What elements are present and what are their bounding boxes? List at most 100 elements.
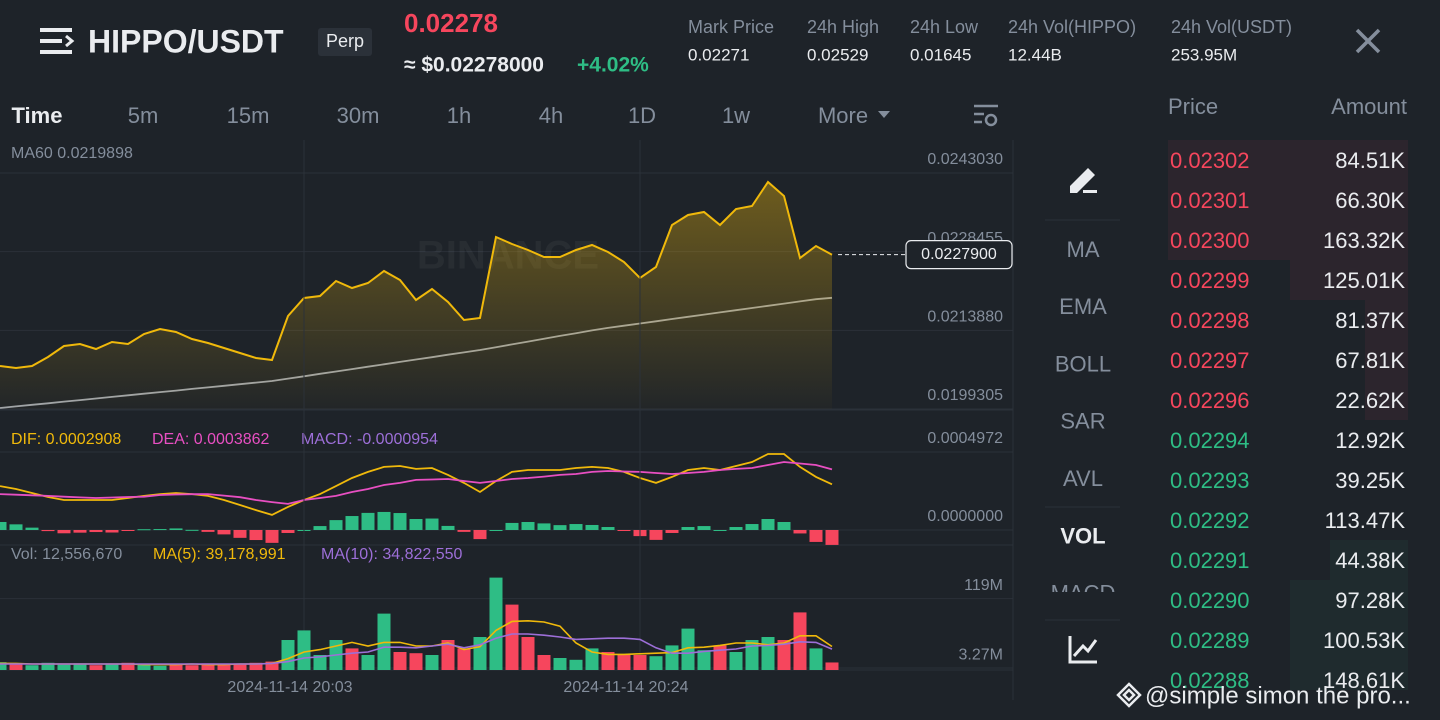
macd-bar — [361, 512, 375, 530]
macd-bar — [393, 513, 407, 530]
timeframe-tab[interactable]: 5m — [128, 103, 159, 128]
ob-price: 0.02296 — [1170, 388, 1250, 413]
ob-amount: 163.32K — [1323, 228, 1405, 253]
indicator-tab[interactable]: MACD — [1051, 581, 1116, 606]
volume-bar — [553, 658, 567, 670]
volume-bar — [361, 655, 375, 670]
legend-label: DEA: 0.0003862 — [152, 431, 270, 448]
ob-price: 0.02292 — [1170, 508, 1250, 533]
x-tick-label: 2024-11-14 20:03 — [227, 679, 352, 696]
y-tick-label: 0.0243030 — [927, 151, 1003, 168]
macd-bar — [169, 528, 183, 530]
pair[interactable]: HIPPO/USDT — [88, 23, 284, 59]
volume-bar — [505, 604, 519, 670]
timeframe-tab[interactable]: 1w — [722, 103, 750, 128]
stat-value: 12.44B — [1008, 45, 1062, 64]
macd-bar — [329, 520, 343, 530]
legend-label: MA60 0.0219898 — [11, 145, 133, 162]
volume-bar — [729, 652, 743, 670]
y-tick-label: 0.0213880 — [927, 309, 1003, 326]
legend-label: MA(5): 39,178,991 — [153, 546, 286, 563]
volume-bar — [713, 645, 727, 670]
macd-bar — [665, 529, 679, 533]
menu-icon[interactable] — [40, 28, 75, 54]
volume-bar — [313, 655, 327, 670]
indicator-tab[interactable]: BOLL — [1055, 351, 1111, 376]
edit-icon[interactable] — [1070, 168, 1097, 193]
timeframe-tab[interactable]: 1h — [447, 103, 471, 128]
x-tick-label: 2024-11-14 20:24 — [563, 679, 688, 696]
volume-bar — [665, 645, 679, 670]
legend-label: Vol: 12,556,670 — [11, 546, 122, 563]
macd-bar — [9, 524, 23, 530]
macd-bar — [617, 529, 631, 531]
drawing-icon[interactable] — [1068, 636, 1098, 664]
ob-price: 0.02298 — [1170, 308, 1250, 333]
macd-bar — [137, 529, 151, 531]
volume-bar — [569, 659, 583, 670]
watermark-icon — [1116, 682, 1142, 708]
volume-bar — [601, 652, 615, 670]
stat-label: 24h Low — [910, 17, 979, 37]
timeframe-tab[interactable]: 4h — [539, 103, 563, 128]
macd-bar — [649, 529, 663, 540]
indicator-tab[interactable]: VOL — [1060, 523, 1105, 548]
macd-bar — [729, 527, 743, 530]
macd-bar — [0, 521, 7, 530]
ob-price: 0.02297 — [1170, 348, 1250, 373]
series-line — [0, 461, 833, 505]
macd-bar — [713, 529, 727, 531]
price-area — [0, 182, 832, 409]
volume-bar — [41, 662, 55, 670]
macd-bar — [601, 527, 615, 530]
macd-bar — [697, 526, 711, 530]
volume-bar — [489, 577, 503, 670]
volume-bar — [217, 664, 231, 670]
macd-bar — [153, 529, 167, 531]
macd-bar — [233, 529, 247, 538]
macd-bar — [681, 527, 695, 530]
indicator-tab[interactable]: SAR — [1060, 409, 1105, 434]
timeframe-tab[interactable]: 15m — [227, 103, 270, 128]
badge: Perp — [326, 31, 364, 51]
timeframe-tab[interactable]: 30m — [337, 103, 380, 128]
indicator-tab[interactable]: AVL — [1063, 466, 1103, 491]
macd-bar — [345, 516, 359, 530]
ob-price: 0.02294 — [1170, 428, 1250, 453]
volume-bar — [73, 663, 87, 670]
volume-bar — [649, 656, 663, 670]
indicator-tab[interactable]: MA — [1067, 237, 1100, 262]
watermark: @simple simon the pro... — [1145, 682, 1411, 709]
macd-bar — [57, 529, 71, 534]
timeframe-tab[interactable]: Time — [12, 103, 63, 128]
usd-price: ≈ $0.02278000 — [404, 54, 544, 77]
volume-bar — [425, 655, 439, 670]
ob-price: 0.02293 — [1170, 468, 1250, 493]
y-tick-label: 3.27M — [959, 646, 1003, 663]
volume-bar — [25, 665, 39, 670]
indicator-tab[interactable]: EMA — [1059, 294, 1107, 319]
badge-bg — [318, 28, 372, 56]
stat-label: 24h High — [807, 17, 879, 37]
macd-bar — [489, 529, 503, 531]
ob-amount: 81.37K — [1335, 308, 1405, 333]
timeframe-tab[interactable]: 1D — [628, 103, 656, 128]
legend-label: MACD: -0.0000954 — [301, 431, 438, 448]
volume-bar — [633, 655, 647, 670]
volume-bar — [0, 662, 7, 670]
volume-bar — [777, 640, 791, 670]
macd-bar — [521, 521, 535, 530]
volume-bar — [809, 648, 823, 670]
ob-amount: 113.47K — [1325, 508, 1406, 533]
close-icon[interactable] — [1355, 28, 1381, 54]
macd-bar — [281, 529, 295, 533]
y-tick-label: 0.0004972 — [927, 430, 1003, 447]
ob-price: 0.02302 — [1170, 148, 1250, 173]
chart-settings-icon[interactable] — [974, 104, 998, 127]
macd-bar — [265, 529, 279, 543]
macd-bar — [249, 529, 263, 541]
macd-bar — [537, 523, 551, 530]
ob-amount: 12.92K — [1335, 428, 1405, 453]
timeframe-tab[interactable]: More — [818, 103, 868, 128]
